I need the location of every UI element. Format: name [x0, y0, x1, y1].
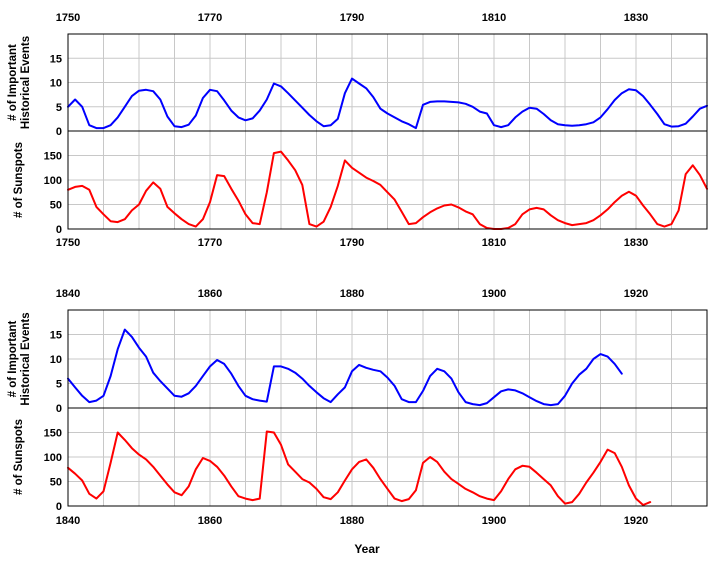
top-x-tick-label: 1830 [624, 12, 648, 24]
top-x-tick-label: 1770 [198, 12, 222, 24]
x-tick-label: 1860 [198, 515, 222, 527]
plot-frame [67, 309, 708, 507]
y-axis-label: # of Sunspots [13, 142, 25, 218]
y-tick-label: 0 [56, 403, 62, 415]
y-tick-label: 5 [56, 379, 62, 391]
series-line [67, 77, 708, 130]
x-tick-label: 1920 [624, 515, 648, 527]
top-x-tick-label: 1920 [624, 288, 648, 300]
x-axis-label: Year [354, 542, 380, 556]
y-tick-label: 5 [56, 102, 62, 114]
x-tick-label: 1830 [624, 237, 648, 249]
chart-1750-1840: 0 5 10 15 # of Important Historical Events 0 50… [7, 12, 708, 249]
y-tick-label: 100 [44, 452, 62, 464]
series-line [67, 328, 623, 407]
x-tick-label: 1770 [198, 237, 222, 249]
y-tick-label: 100 [44, 175, 62, 187]
x-tick-label: 1810 [482, 237, 506, 249]
top-x-tick-label: 1860 [198, 288, 222, 300]
y-axis-label: Historical Events [20, 36, 32, 129]
x-tick-label: 1750 [56, 237, 80, 249]
top-x-tick-label: 1810 [482, 12, 506, 24]
y-tick-label: 15 [50, 53, 62, 65]
y-axis-label: # of Sunspots [13, 419, 25, 495]
y-tick-label: 0 [56, 501, 62, 513]
y-tick-label: 0 [56, 224, 62, 236]
y-axis-label: # of Important [7, 44, 19, 121]
y-tick-label: 10 [50, 78, 62, 90]
x-tick-label: 1880 [340, 515, 364, 527]
top-x-tick-label: 1750 [56, 12, 80, 24]
series-line [67, 150, 708, 230]
y-tick-label: 50 [50, 477, 62, 489]
y-tick-label: 0 [56, 126, 62, 138]
top-x-tick-label: 1880 [340, 288, 364, 300]
y-tick-label: 50 [50, 200, 62, 212]
series-line [67, 430, 652, 506]
x-tick-label: 1840 [56, 515, 80, 527]
y-axis-label: Historical Events [20, 312, 32, 405]
y-tick-label: 15 [50, 330, 62, 342]
plot-frame [67, 33, 708, 230]
x-tick-label: 1900 [482, 515, 506, 527]
y-tick-label: 10 [50, 354, 62, 366]
y-tick-label: 150 [44, 151, 62, 163]
top-x-tick-label: 1790 [340, 12, 364, 24]
y-tick-label: 150 [44, 428, 62, 440]
top-x-tick-label: 1900 [482, 288, 506, 300]
top-x-tick-label: 1840 [56, 288, 80, 300]
x-tick-label: 1790 [340, 237, 364, 249]
chart-1840-1930: 0 5 10 15 # of Important Historical Events 0 50… [7, 288, 708, 527]
y-axis-label: # of Important [7, 321, 19, 398]
